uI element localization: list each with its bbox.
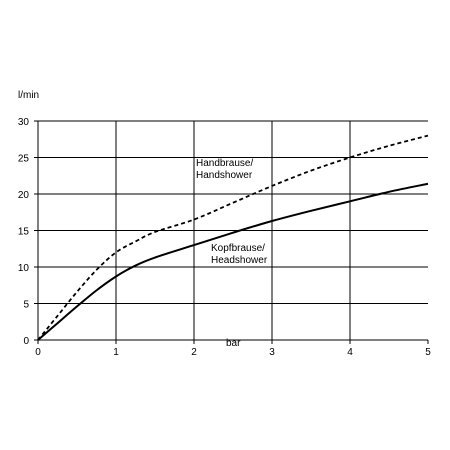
y-tick-label: 20 bbox=[18, 190, 30, 201]
series-line-headshower bbox=[37, 182, 429, 341]
x-tick-label: 0 bbox=[35, 347, 41, 358]
x-tick-label: 1 bbox=[113, 347, 119, 358]
x-axis-label: bar bbox=[226, 338, 241, 349]
series-label-line: Kopfbrause/ bbox=[211, 243, 265, 254]
series-label-line: Headshower bbox=[211, 255, 268, 266]
y-tick-label: 15 bbox=[18, 227, 30, 238]
series bbox=[37, 134, 429, 341]
y-tick-label: 25 bbox=[18, 154, 30, 165]
x-tick-label: 2 bbox=[191, 347, 197, 358]
axes bbox=[34, 120, 429, 344]
grid bbox=[38, 120, 428, 340]
tick-labels: 0 5 10 15 20 25 30 0 1 2 3 4 5 bbox=[18, 117, 431, 358]
x-tick-label: 5 bbox=[425, 347, 431, 358]
x-tick-label: 3 bbox=[269, 347, 275, 358]
x-tick-label: 4 bbox=[347, 347, 353, 358]
y-tick-label: 10 bbox=[18, 263, 30, 274]
series-line-handshower bbox=[37, 134, 429, 341]
y-tick-label: 5 bbox=[23, 300, 29, 311]
y-axis-label: l/min bbox=[18, 90, 39, 101]
series-labels: Handbrause/Handshower Kopfbrause/Headshow… bbox=[196, 158, 268, 266]
y-tick-label: 30 bbox=[18, 117, 30, 128]
y-tick-label: 0 bbox=[23, 336, 29, 347]
series-label-line: Handbrause/ bbox=[196, 158, 253, 169]
series-label-line: Handshower bbox=[196, 170, 253, 181]
